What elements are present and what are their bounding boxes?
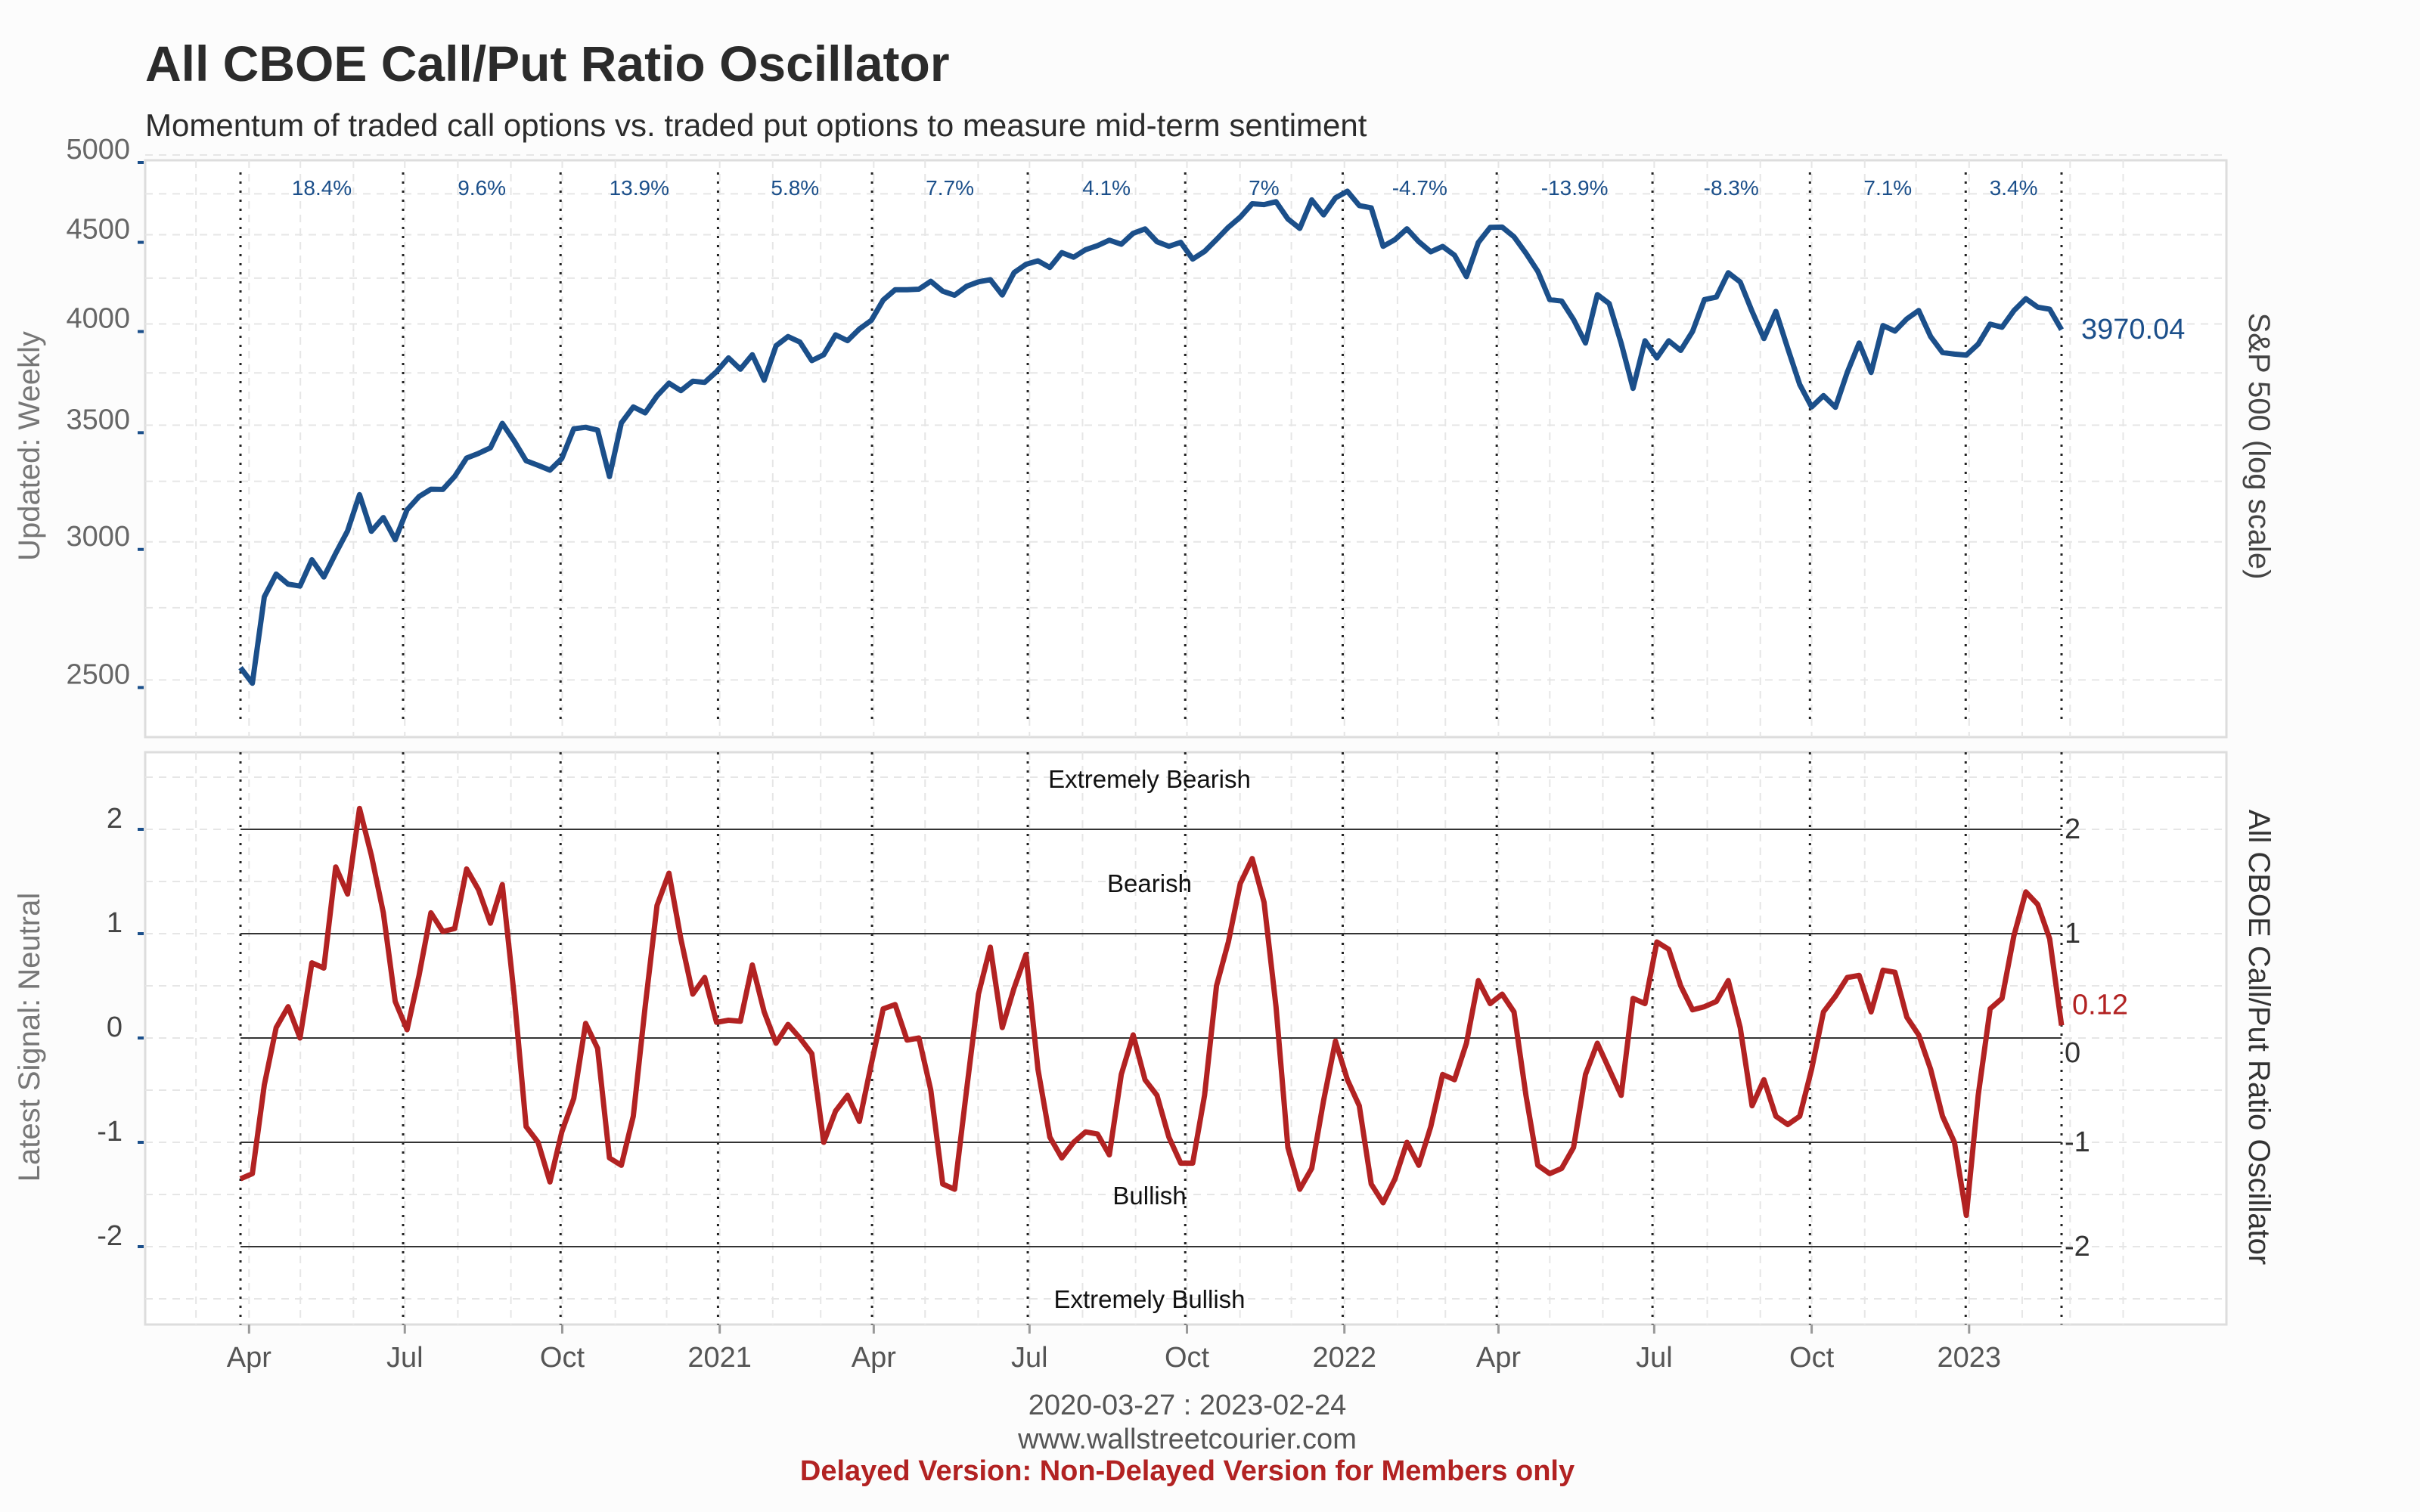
x-tick-label: Oct [540, 1342, 585, 1374]
oscillator-right-tick-label: 2 [2065, 813, 2080, 845]
oscillator-right-tick-label: -1 [2065, 1126, 2090, 1158]
x-tick-label: 2021 [687, 1342, 752, 1374]
period-return-label: 18.4% [292, 176, 352, 200]
zone-label: Bearish [1107, 869, 1192, 897]
delayed-notice: Delayed Version: Non-Delayed Version for… [799, 1455, 1575, 1487]
sp500-y-tick-label: 4000 [66, 303, 130, 335]
x-tick-label: 2023 [1938, 1342, 2002, 1374]
x-tick-label: Jul [1636, 1342, 1673, 1374]
oscillator-y-tick-label: 1 [107, 907, 123, 939]
date-range-label: 2020-03-27 : 2023-02-24 [1028, 1390, 1347, 1421]
zone-label: Extremely Bullish [1053, 1285, 1245, 1313]
sp500-y-tick-label: 3000 [66, 521, 130, 553]
chart-canvas: 2500 3000 3500 4000 4500 5000 -2 -1 0 1 2 2 1 0 -1 -2 Ex… [13, 134, 2276, 1374]
sp500-y-tick-label: 5000 [66, 134, 130, 166]
chart-subtitle: Momentum of traded call options vs. trad… [145, 107, 1367, 143]
period-return-label: 13.9% [610, 176, 669, 200]
sp500-y-tick-label: 4500 [66, 214, 130, 246]
oscillator-last-value: 0.12 [2072, 989, 2128, 1021]
x-tick-label: Jul [1011, 1342, 1048, 1374]
oscillator-right-tick-label: 1 [2065, 918, 2080, 950]
x-tick-label: 2022 [1312, 1342, 1376, 1374]
x-tick-label: Oct [1789, 1342, 1835, 1374]
oscillator-right-tick-label: 0 [2065, 1037, 2080, 1069]
period-return-label: 3.4% [1990, 176, 2038, 200]
period-return-label: 9.6% [458, 176, 506, 200]
sp500-last-value: 3970.04 [2081, 314, 2185, 345]
oscillator-right-axis-title: All CBOE Call/Put Ratio Oscillator [2242, 810, 2276, 1265]
period-return-label: -8.3% [1704, 176, 1759, 200]
period-return-label: 7.1% [1863, 176, 1912, 200]
oscillator-right-tick-label: -2 [2065, 1231, 2090, 1263]
x-tick-label: Apr [852, 1342, 896, 1374]
period-return-label: -13.9% [1541, 176, 1609, 200]
zone-label: Bullish [1112, 1182, 1186, 1210]
oscillator-y-tick-label: -1 [97, 1116, 123, 1148]
period-return-label: 4.1% [1082, 176, 1131, 200]
sp500-y-tick-label: 2500 [66, 658, 130, 690]
oscillator-line [239, 805, 2065, 1219]
oscillator-y-tick-label: 2 [107, 803, 123, 835]
sp500-line [238, 188, 2065, 686]
x-tick-label: Oct [1165, 1342, 1210, 1374]
sp500-y-tick-label: 3500 [66, 404, 130, 435]
period-return-label: 5.8% [771, 176, 819, 200]
chart-title: All CBOE Call/Put Ratio Oscillator [145, 36, 950, 91]
x-tick-label: Apr [1476, 1342, 1521, 1374]
zone-label: Extremely Bearish [1048, 765, 1251, 793]
x-tick-label: Apr [227, 1342, 271, 1374]
sp500-right-axis-title: S&P 500 (log scale) [2242, 313, 2276, 580]
period-return-label: 7% [1249, 176, 1279, 200]
x-tick-label: Jul [386, 1342, 424, 1374]
oscillator-y-tick-label: 0 [107, 1012, 123, 1043]
website-label: www.wallstreetcourier.com [1018, 1424, 1357, 1455]
period-return-label: 7.7% [926, 176, 974, 200]
oscillator-y-tick-label: -2 [97, 1220, 123, 1252]
period-return-label: -4.7% [1392, 176, 1447, 200]
sp500-left-axis-title: Updated: Weekly [13, 331, 46, 561]
oscillator-left-axis-title: Latest Signal: Neutral [13, 893, 46, 1182]
